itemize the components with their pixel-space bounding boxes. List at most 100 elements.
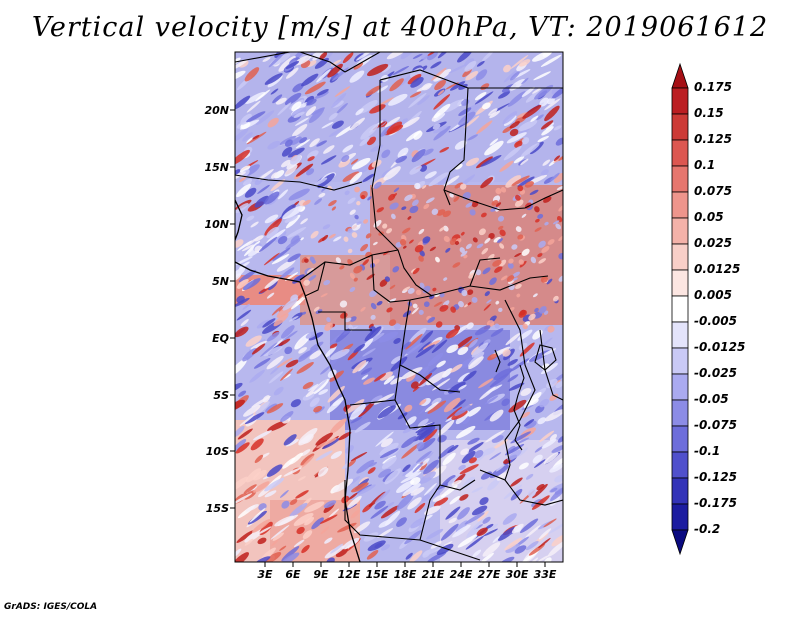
field-speckle (443, 225, 449, 232)
field-speckle (432, 485, 446, 498)
field-speckle (245, 412, 265, 425)
field-speckle (445, 328, 459, 339)
field-speckle (302, 381, 314, 390)
field-speckle (420, 458, 430, 467)
field-speckle (254, 454, 264, 463)
field-speckle (246, 100, 261, 113)
field-speckle (485, 523, 494, 530)
field-speckle (339, 312, 348, 319)
field-speckle (351, 223, 361, 231)
field-speckle (276, 259, 296, 272)
field-speckle (253, 358, 271, 369)
field-speckle (285, 60, 300, 70)
field-speckle (416, 450, 432, 463)
lon-label-12E: 12E (337, 568, 361, 581)
field-speckle (268, 371, 284, 384)
field-speckle (537, 253, 543, 258)
colorbar-bin-10 (671, 321, 689, 349)
field-speckle (533, 71, 551, 81)
colorbar-label-0.15: 0.15 (694, 106, 724, 120)
field-speckle (270, 88, 279, 95)
field-speckle (378, 468, 392, 478)
field-speckle (402, 464, 411, 473)
field-speckle (412, 462, 424, 473)
field-speckle (555, 223, 562, 230)
field-speckle (428, 172, 449, 187)
field-speckle (511, 175, 530, 186)
field-speckle (427, 52, 437, 56)
field-speckle (422, 236, 431, 244)
colorbar-bin-17 (671, 503, 689, 531)
field-speckle (324, 545, 345, 559)
colorbar-bin-3 (671, 139, 689, 167)
field-speckle (409, 550, 423, 562)
field-speckle (263, 346, 283, 357)
field-speckle (461, 450, 476, 464)
field-speckle (482, 516, 491, 524)
field-speckle (250, 221, 259, 228)
field-speckle (457, 372, 471, 383)
field-speckle (262, 395, 271, 403)
axis-ticks (230, 109, 546, 567)
field-speckle (510, 71, 520, 81)
field-speckle (235, 548, 242, 558)
field-speckle (527, 489, 537, 498)
field-speckle (329, 348, 350, 360)
field-speckle (467, 437, 480, 445)
field-speckle (254, 235, 264, 242)
field-speckle (552, 220, 560, 225)
field-speckle (280, 368, 293, 381)
field-speckle (237, 428, 253, 440)
lon-label-21E: 21E (421, 568, 445, 581)
field-speckle (402, 286, 411, 292)
field-speckle (395, 241, 402, 248)
field-speckle (558, 275, 563, 282)
field-speckle (530, 141, 544, 155)
field-speckle (544, 221, 549, 226)
field-speckle (305, 106, 317, 117)
field-speckle (331, 120, 344, 129)
field-speckle (546, 378, 558, 389)
field-speckle (499, 556, 515, 562)
field-speckle (272, 247, 291, 261)
field-speckle (266, 292, 275, 299)
field-speckle (529, 189, 539, 196)
field-speckle (235, 493, 253, 505)
field-speckle (501, 398, 510, 407)
field-speckle (414, 366, 429, 380)
field-speckle (412, 53, 423, 59)
field-speckle (418, 255, 424, 262)
field-speckle (380, 505, 400, 519)
field-speckle (368, 462, 378, 467)
field-speckle (537, 135, 549, 143)
colorbar-label-neg0.005: -0.005 (694, 314, 737, 328)
field-speckle (417, 341, 431, 353)
field-speckle (503, 68, 520, 83)
field-speckle (495, 464, 505, 472)
field-speckle (239, 414, 255, 426)
field-speckle (475, 69, 488, 81)
field-speckle (373, 241, 378, 246)
field-speckle (476, 60, 485, 67)
field-speckle (483, 528, 498, 537)
field-speckle (414, 502, 426, 514)
lat-label-EQ: EQ (212, 332, 229, 345)
field-speckle (367, 63, 389, 77)
field-speckle (391, 355, 402, 364)
field-speckle (503, 145, 522, 161)
field-speckle (360, 306, 366, 312)
field-speckle (301, 544, 310, 554)
colorbar (671, 62, 689, 556)
field-speckle (399, 239, 407, 246)
field-speckle (497, 238, 503, 243)
colorbar-bin-13 (671, 399, 689, 427)
field-speckle (376, 301, 383, 306)
field-speckle (541, 246, 550, 253)
colorbar-bin-6 (671, 217, 689, 245)
field-speckle (445, 82, 459, 90)
field-speckle (433, 103, 451, 119)
field-speckle (354, 521, 371, 534)
coastline (235, 199, 361, 562)
field-speckle (532, 483, 548, 499)
colorbar-label-0.0125: 0.0125 (694, 262, 741, 276)
